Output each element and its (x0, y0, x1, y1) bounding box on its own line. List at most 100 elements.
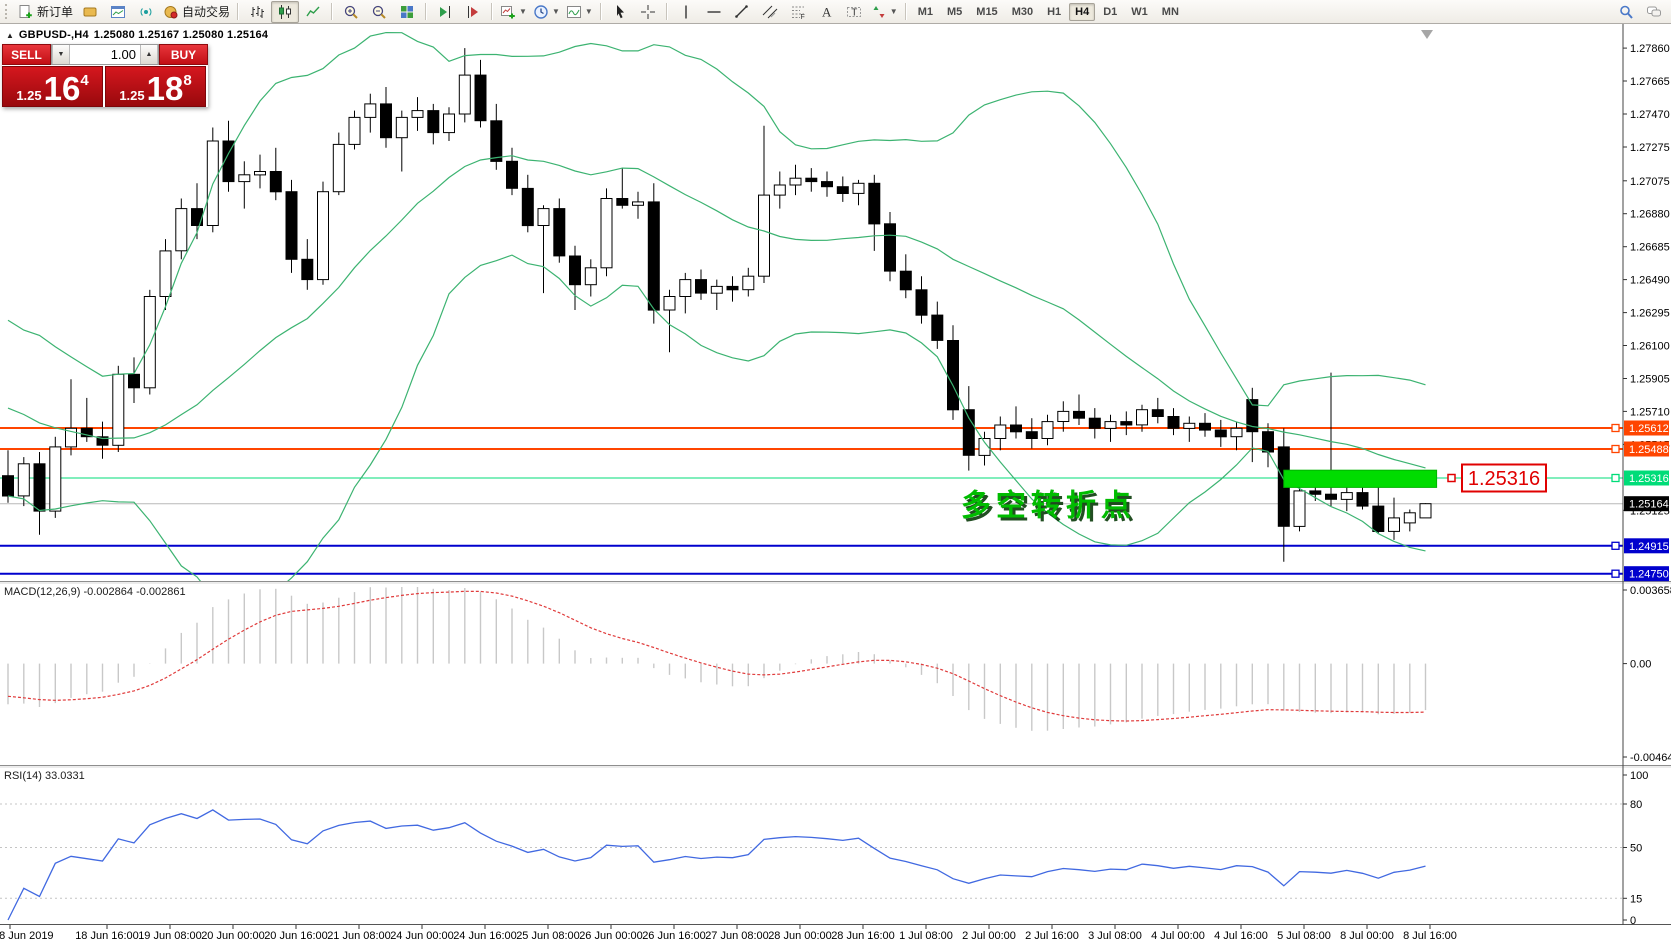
arrows-icon (873, 5, 885, 18)
timeframe-m5-button[interactable]: M5 (947, 5, 963, 18)
cursor-button[interactable] (606, 1, 634, 23)
toolbar-search-button[interactable] (1612, 1, 1640, 23)
price-tag-label[interactable]: 1.25316 (1447, 463, 1547, 493)
volume-input[interactable] (70, 45, 140, 64)
zoom-out-button[interactable] (365, 1, 393, 23)
chevron-down-icon[interactable]: ▼ (519, 7, 527, 16)
sell-price-display[interactable]: 1.25 16 4 (2, 66, 103, 107)
horizontal-line-button[interactable] (700, 1, 728, 23)
arrows-button[interactable]: ▼ (868, 1, 901, 23)
symbol-ohlc-readout: 1.25080 1.25167 1.25080 1.25164 (93, 29, 269, 41)
chevron-down-icon[interactable]: ▼ (584, 7, 593, 16)
timeframe-m15-button[interactable]: M15 (976, 5, 998, 18)
chevron-down-icon[interactable]: ▼ (551, 7, 560, 16)
buy-price-display[interactable]: 1.25 18 8 (105, 66, 206, 107)
line-anchor-handle[interactable] (1611, 473, 1620, 483)
chart-shift-marker[interactable] (1421, 30, 1433, 39)
equidistant-channel-icon (762, 5, 778, 18)
one-click-toggle[interactable]: ▲ (6, 30, 14, 40)
line-anchor-handle[interactable] (1611, 541, 1620, 550)
indicators-button[interactable]: ▼ (497, 1, 530, 23)
macd-rsi-splitter[interactable] (0, 764, 1671, 768)
bar-chart-button[interactable] (243, 1, 271, 23)
zoom-in-button[interactable] (337, 1, 365, 23)
symbol-bar: ▲ GBPUSD-,H4 1.25080 1.25167 1.25080 1.2… (6, 29, 268, 41)
buy-price-sup: 8 (183, 72, 192, 89)
auto-trading-button[interactable]: 自动交易 (160, 1, 233, 23)
svg-text:8 Jul 00:00: 8 Jul 00:00 (1340, 930, 1394, 942)
vertical-line-button[interactable] (672, 1, 700, 23)
periods-button[interactable]: ▼ (530, 1, 563, 23)
timeframe-h1-button[interactable]: H1 (1047, 5, 1062, 18)
sell-button[interactable]: SELL (2, 44, 51, 65)
timeframe-d1-button[interactable]: D1 (1103, 5, 1118, 18)
auto-scroll-button[interactable] (431, 1, 459, 23)
macd-label: MACD(12,26,9) -0.002864 -0.002861 (4, 586, 186, 598)
svg-text:1.25710: 1.25710 (1630, 406, 1670, 418)
macd-indicator-pane[interactable] (7, 587, 1427, 731)
svg-text:1 Jul 08:00: 1 Jul 08:00 (899, 930, 953, 942)
line-anchor-handle[interactable] (1611, 423, 1620, 433)
toolbar-grip[interactable] (5, 4, 11, 19)
text-label-button[interactable]: T (840, 1, 868, 23)
svg-text:80: 80 (1630, 799, 1642, 811)
turning-point-rectangle[interactable] (1283, 469, 1438, 488)
timeframe-w1-button[interactable]: W1 (1131, 5, 1148, 18)
candlestick-button[interactable] (271, 0, 300, 23)
rsi-indicator-pane[interactable] (0, 803, 1623, 921)
fibonacci-button[interactable]: F (784, 1, 812, 23)
new-order-button[interactable]: 新订单 (15, 1, 76, 23)
svg-text:20 Jun 16:00: 20 Jun 16:00 (264, 930, 328, 942)
tile-windows-button[interactable] (393, 1, 421, 23)
history-icon (83, 7, 97, 16)
trendline-button[interactable] (728, 1, 756, 23)
buy-price-big: 18 (146, 69, 184, 107)
svg-text:1.25488: 1.25488 (1629, 444, 1669, 456)
equidistant-channel-button[interactable] (756, 1, 784, 23)
volume-increase-button[interactable]: ▲ (140, 45, 158, 64)
svg-text:27 Jun 08:00: 27 Jun 08:00 (705, 930, 769, 942)
timeframe-mn-button[interactable]: MN (1161, 5, 1179, 18)
svg-text:1.26880: 1.26880 (1630, 209, 1670, 221)
rsi-axis[interactable]: 100 80 50 15 0 (1623, 770, 1648, 927)
line-anchor-handle[interactable] (1611, 569, 1620, 578)
chart-shift-button[interactable] (459, 1, 487, 23)
toolbar-separator (904, 3, 907, 20)
candlestick-icon (279, 4, 292, 19)
chevron-down-icon[interactable]: ▼ (889, 7, 898, 16)
new-chart-button[interactable] (104, 1, 132, 23)
timeframe-h4-button[interactable]: H4 (1069, 2, 1096, 21)
sell-price-sup: 4 (80, 72, 89, 89)
svg-text:28 Jun 16:00: 28 Jun 16:00 (831, 930, 895, 942)
svg-text:1.25905: 1.25905 (1630, 374, 1670, 386)
timeframe-m30-button[interactable]: M30 (1011, 5, 1034, 18)
text-button[interactable]: A (812, 1, 840, 23)
svg-text:20 Jun 00:00: 20 Jun 00:00 (201, 930, 265, 942)
indicators-icon (501, 5, 515, 18)
price-axis[interactable]: 1.27860 1.27665 1.27470 1.27275 1.27075 1.268… (1623, 43, 1670, 582)
crosshair-button[interactable] (634, 1, 662, 23)
chat-icon (1647, 6, 1661, 16)
toolbar-separator (491, 3, 494, 20)
macd-axis[interactable]: 0.003658 0.00 -0.004645 (1623, 585, 1671, 764)
buy-button[interactable]: BUY (159, 44, 208, 65)
line-anchor-handle[interactable] (1611, 444, 1620, 454)
bollinger-bands (7, 31, 1426, 581)
volume-decrease-button[interactable]: ▼ (52, 45, 70, 64)
signals-button[interactable] (132, 1, 160, 23)
templates-button[interactable]: ▼ (563, 1, 596, 23)
new-order-icon (19, 4, 32, 18)
one-click-trade-panel: SELL ▼ ▲ BUY 1.25 16 4 1.25 18 8 (2, 44, 208, 107)
history-button[interactable] (76, 1, 104, 23)
main-macd-splitter[interactable] (0, 580, 1671, 584)
toolbar-chat-button[interactable] (1640, 1, 1668, 23)
line-chart-button[interactable] (299, 1, 327, 23)
horizontal-level-lines[interactable] (0, 427, 1623, 575)
timeframe-m1-button[interactable]: M1 (917, 5, 933, 18)
chart-window[interactable]: 多空转折点 多空转折点 1.25316 1.27860 1.27665 1.27470 1.… (0, 24, 1671, 946)
toolbar-separator (665, 3, 668, 20)
